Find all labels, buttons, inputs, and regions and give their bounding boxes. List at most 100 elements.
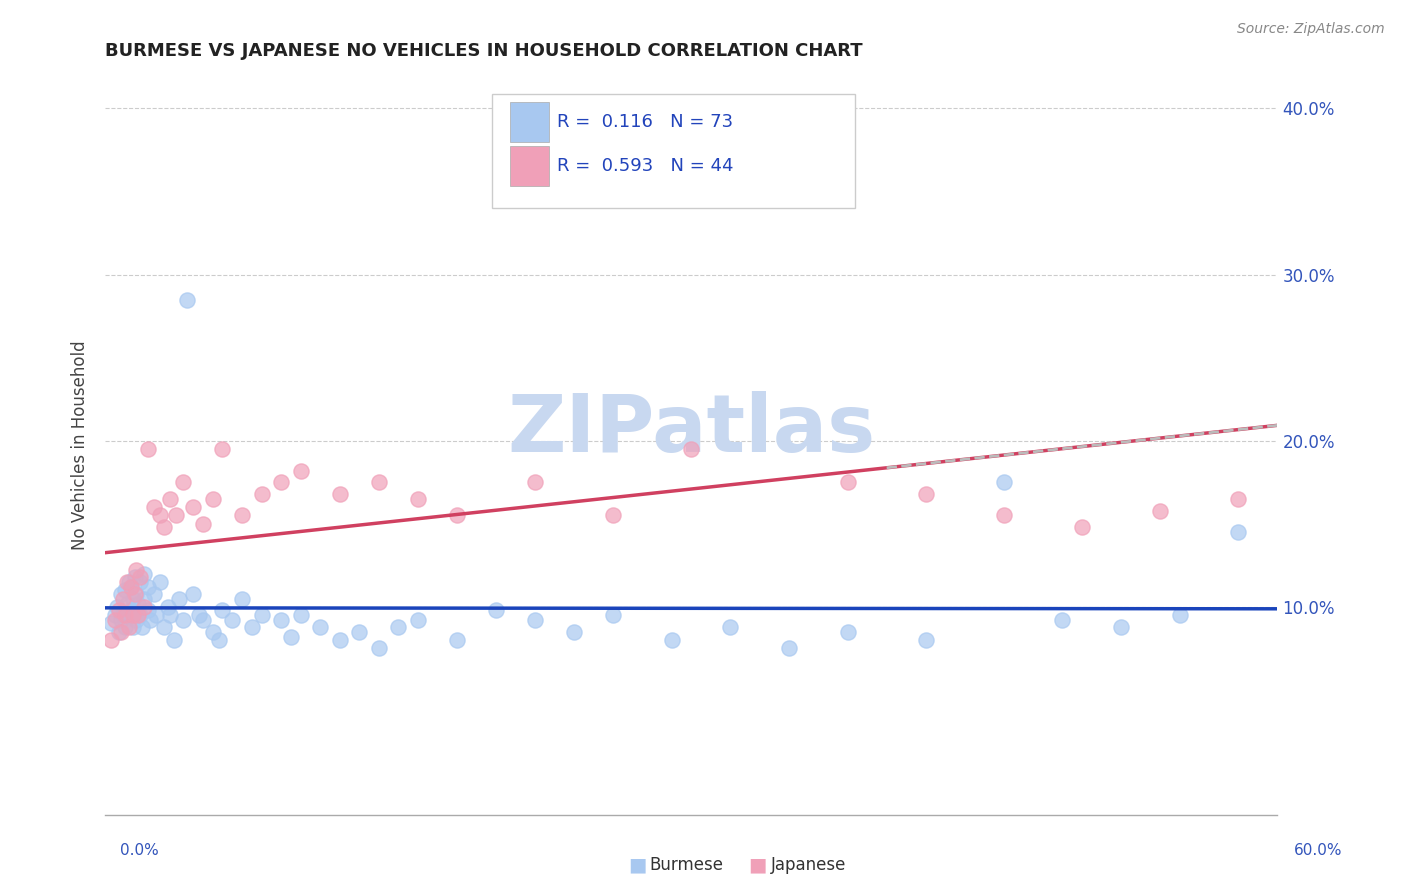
Point — [125, 563, 148, 577]
Point — [104, 608, 127, 623]
Point — [111, 591, 134, 606]
Point — [778, 641, 800, 656]
Point — [124, 570, 146, 584]
Point — [240, 620, 263, 634]
Text: R =  0.116   N = 73: R = 0.116 N = 73 — [557, 112, 733, 131]
Point — [118, 608, 141, 623]
Point — [1071, 520, 1094, 534]
Point — [602, 608, 624, 623]
Point — [181, 586, 204, 600]
Point — [347, 624, 370, 639]
Point — [387, 620, 409, 634]
Point — [1149, 503, 1171, 517]
Point — [661, 633, 683, 648]
Point — [188, 608, 211, 623]
Point — [201, 491, 224, 506]
Point — [143, 586, 166, 600]
Point — [134, 599, 156, 614]
Point — [115, 574, 138, 589]
Text: R =  0.593   N = 44: R = 0.593 N = 44 — [557, 157, 733, 175]
Text: ZIPatlas: ZIPatlas — [508, 391, 876, 469]
Point — [111, 607, 134, 621]
Text: Source: ZipAtlas.com: Source: ZipAtlas.com — [1237, 22, 1385, 37]
Point — [114, 620, 136, 634]
Point — [201, 624, 224, 639]
Point — [211, 603, 233, 617]
Point — [114, 583, 136, 598]
Point — [153, 620, 176, 634]
Point — [115, 597, 138, 611]
Point — [125, 586, 148, 600]
Point — [159, 608, 181, 623]
Point — [120, 580, 142, 594]
Point — [153, 520, 176, 534]
Point — [181, 500, 204, 515]
Point — [108, 624, 131, 639]
Text: ■: ■ — [628, 855, 647, 875]
Point — [118, 620, 141, 634]
Text: 60.0%: 60.0% — [1295, 843, 1343, 858]
Point — [104, 613, 127, 627]
Point — [120, 580, 142, 594]
Point — [124, 608, 146, 623]
Point — [231, 508, 253, 523]
Point — [162, 633, 184, 648]
Point — [136, 603, 159, 617]
Point — [108, 603, 131, 617]
Point — [1227, 491, 1250, 506]
Point — [191, 516, 214, 531]
Point — [136, 442, 159, 456]
Point — [367, 475, 389, 490]
Point — [758, 143, 780, 157]
Point — [290, 464, 312, 478]
Point — [176, 293, 198, 307]
Point — [1052, 613, 1074, 627]
Point — [191, 613, 214, 627]
Point — [136, 580, 159, 594]
Point — [837, 624, 859, 639]
Point — [524, 613, 547, 627]
Point — [114, 608, 136, 623]
Point — [1227, 525, 1250, 540]
Point — [121, 608, 143, 623]
Point — [134, 566, 156, 581]
Text: 0.0%: 0.0% — [120, 843, 159, 858]
Point — [329, 487, 352, 501]
Point — [129, 608, 152, 623]
Point — [159, 491, 181, 506]
Text: BURMESE VS JAPANESE NO VEHICLES IN HOUSEHOLD CORRELATION CHART: BURMESE VS JAPANESE NO VEHICLES IN HOUSE… — [105, 42, 863, 60]
Point — [165, 508, 187, 523]
Point — [1168, 608, 1191, 623]
Point — [124, 586, 146, 600]
Point — [681, 442, 703, 456]
Point — [367, 641, 389, 656]
Point — [134, 591, 156, 606]
Point — [110, 624, 132, 639]
Y-axis label: No Vehicles in Household: No Vehicles in Household — [72, 340, 89, 549]
FancyBboxPatch shape — [492, 94, 855, 209]
Point — [143, 500, 166, 515]
Point — [993, 508, 1015, 523]
Point — [993, 475, 1015, 490]
Point — [172, 613, 194, 627]
Point — [110, 586, 132, 600]
Point — [118, 574, 141, 589]
Point — [914, 633, 936, 648]
Text: Burmese: Burmese — [650, 856, 724, 874]
Point — [485, 603, 508, 617]
Point — [139, 613, 162, 627]
Point — [100, 633, 122, 648]
Point — [127, 597, 149, 611]
Point — [562, 624, 585, 639]
Point — [270, 613, 292, 627]
Point — [211, 442, 233, 456]
Point — [120, 603, 142, 617]
Point — [446, 633, 468, 648]
Point — [156, 599, 179, 614]
Point — [172, 475, 194, 490]
Point — [169, 591, 191, 606]
Point — [129, 570, 152, 584]
Point — [231, 591, 253, 606]
Point — [446, 508, 468, 523]
Point — [110, 613, 132, 627]
